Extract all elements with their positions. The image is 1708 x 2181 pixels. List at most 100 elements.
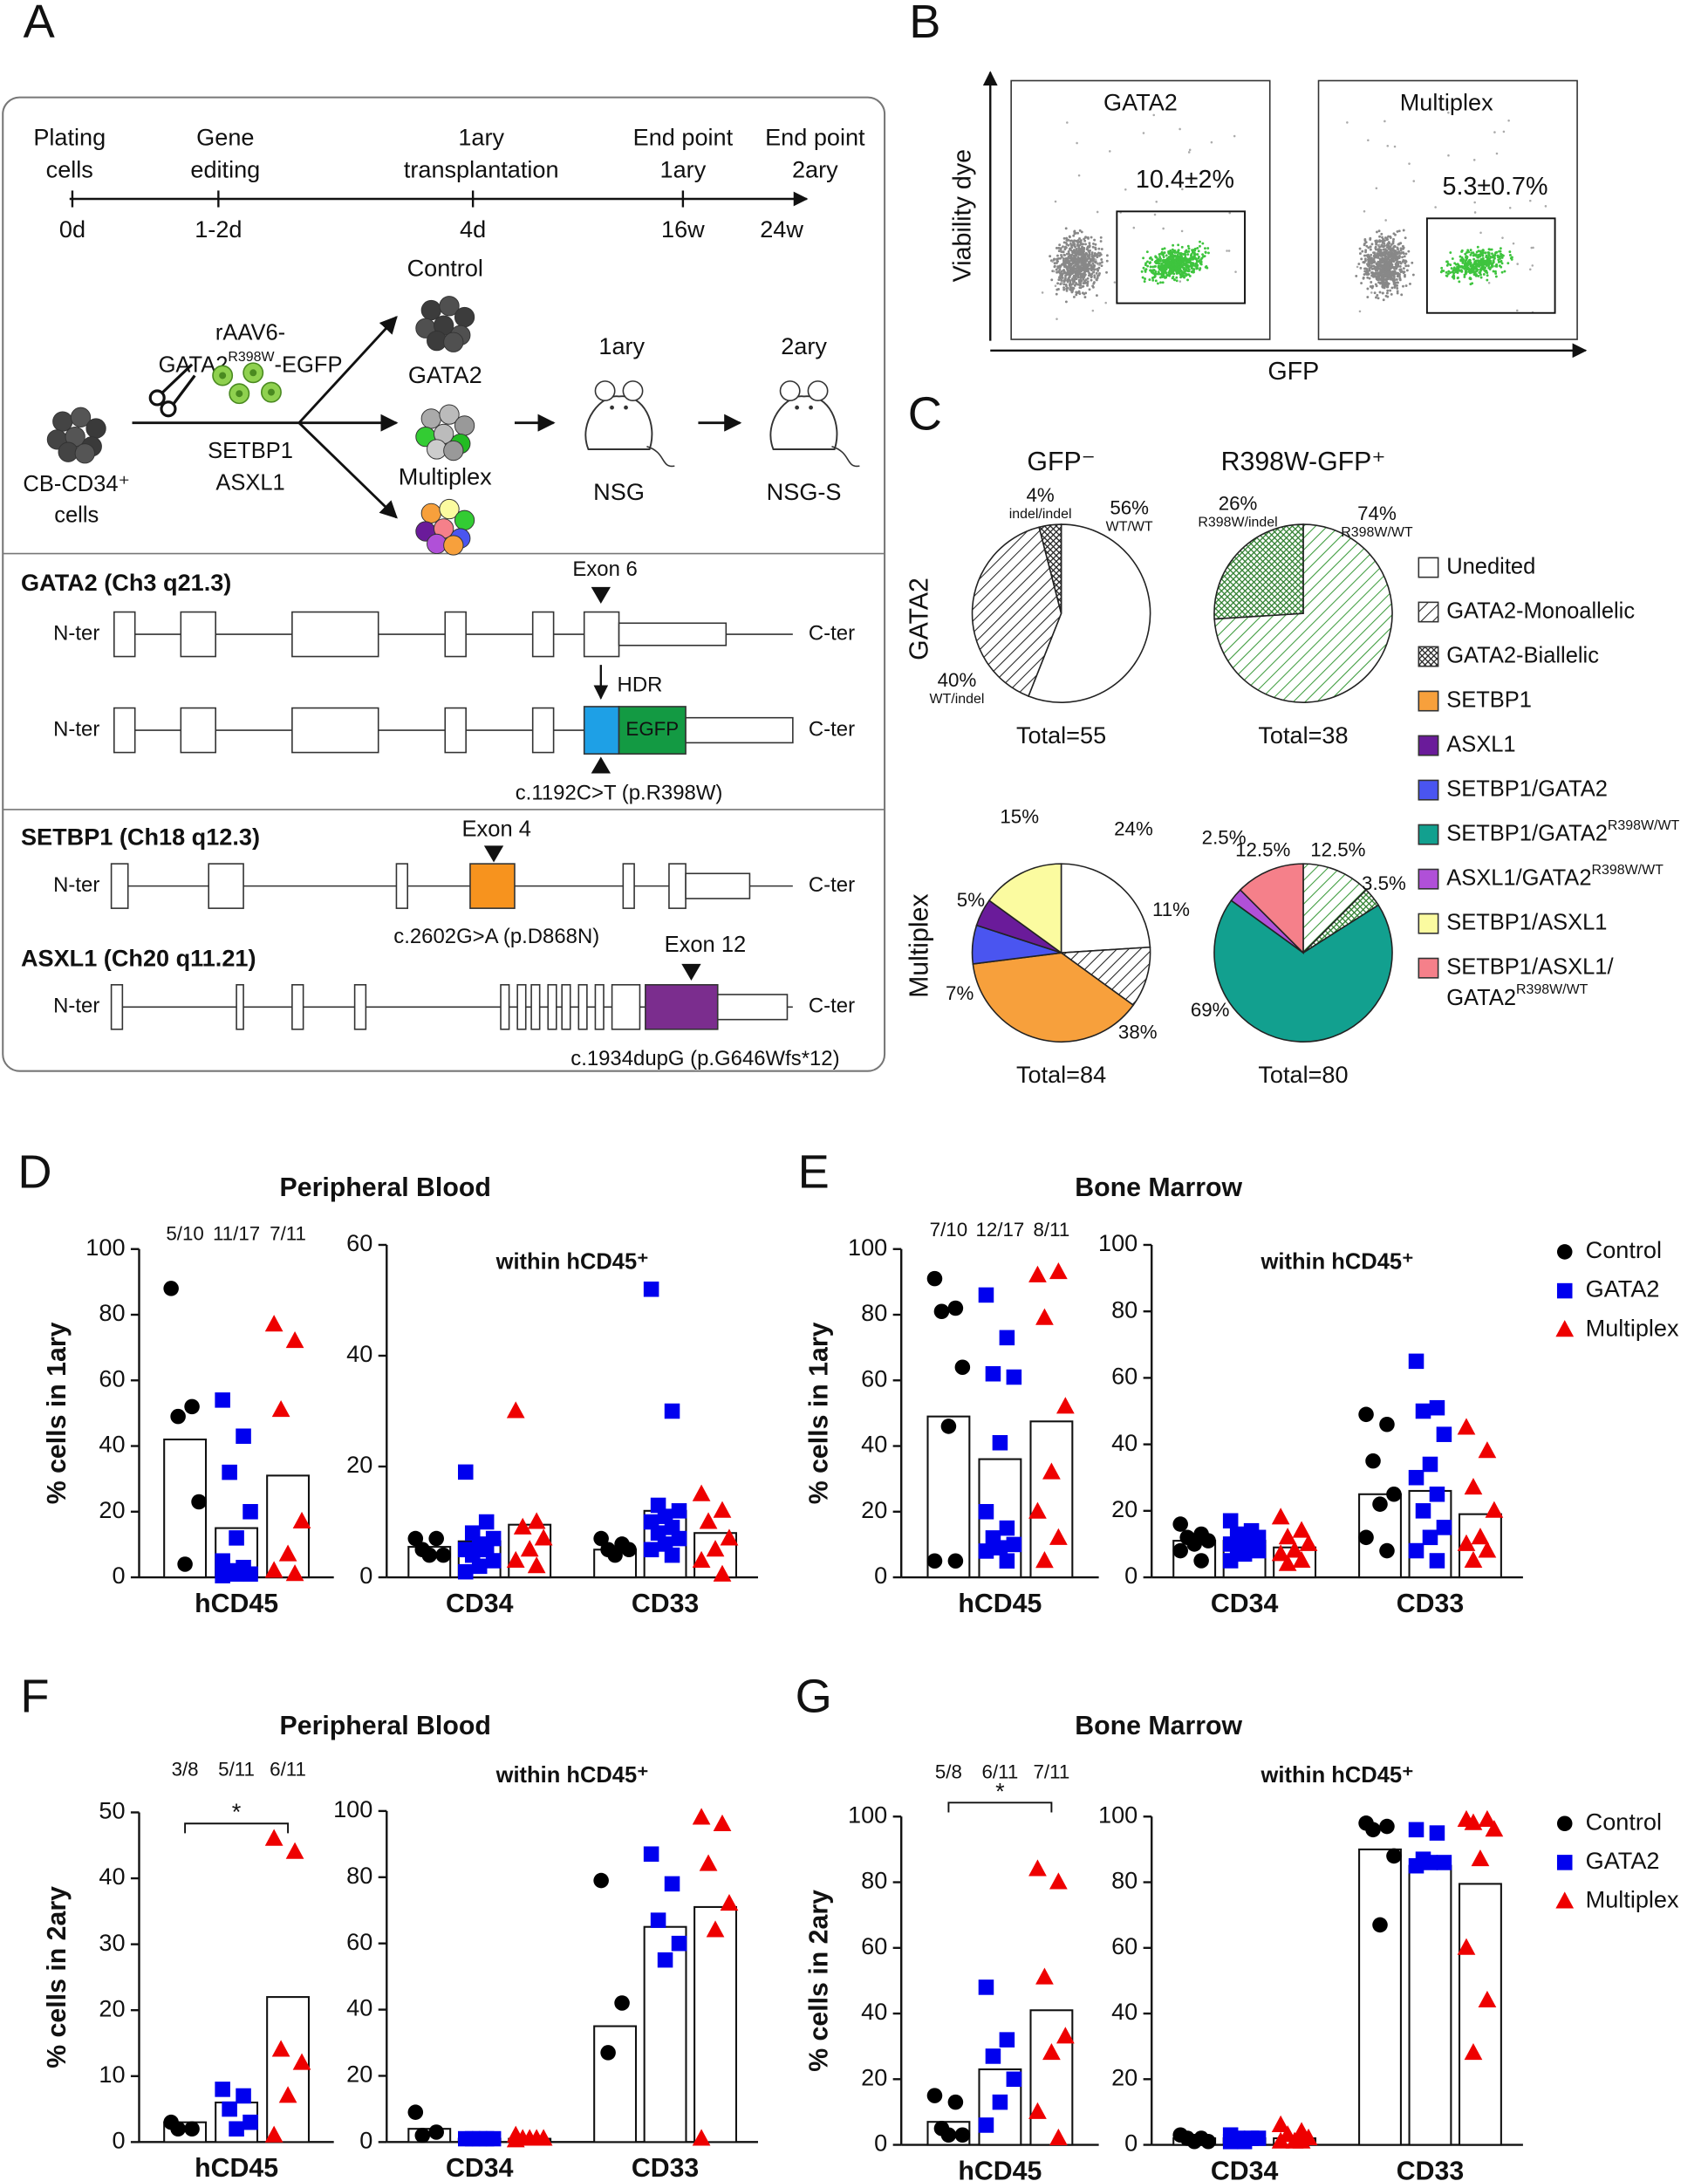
event-dot — [1069, 286, 1072, 290]
event-dot — [1382, 298, 1385, 302]
pie-value-label: 40% — [938, 669, 977, 691]
event-dot — [1375, 268, 1378, 271]
event-dot — [1463, 267, 1466, 270]
y-tick-label: 20 — [1111, 2063, 1138, 2090]
event-dot — [1177, 243, 1180, 247]
y-tick-label: 40 — [346, 1994, 372, 2021]
event-dot — [1146, 260, 1149, 263]
event-dot — [1175, 279, 1179, 283]
event-dot — [1404, 252, 1408, 256]
event-dot — [1100, 264, 1103, 268]
event-dot — [1363, 242, 1366, 245]
event-dot — [1075, 291, 1078, 294]
point — [1556, 1855, 1573, 1870]
event-dot — [1088, 288, 1091, 291]
event-dot — [1440, 266, 1444, 270]
event-dot — [1476, 259, 1479, 263]
event-dot — [1073, 264, 1076, 267]
event-dot — [1482, 273, 1486, 276]
arrow — [297, 421, 398, 519]
event-dot — [1201, 242, 1205, 245]
event-dot — [1140, 270, 1144, 273]
mouse-ear — [622, 380, 644, 401]
event-dot — [1379, 269, 1383, 271]
event-dot — [1148, 262, 1151, 265]
event-dot — [1084, 243, 1087, 246]
event-dot — [1472, 266, 1475, 270]
event-dot — [1062, 261, 1065, 264]
cell — [454, 306, 475, 328]
event-dot — [1078, 263, 1082, 266]
y-tick-label: 60 — [99, 1364, 125, 1391]
label: N-ter — [53, 873, 99, 897]
exon — [685, 872, 751, 899]
event-dot — [1172, 272, 1176, 276]
event-dot — [1082, 277, 1085, 281]
event-dot — [1486, 274, 1489, 277]
event-dot — [1486, 278, 1489, 282]
event-dot — [1359, 252, 1362, 256]
point — [978, 1504, 994, 1520]
event-dot — [1156, 282, 1159, 285]
point — [407, 2104, 424, 2120]
y-tick-label: 40 — [1111, 1998, 1138, 2025]
event-dot — [1390, 292, 1393, 296]
event-dot — [1376, 254, 1378, 257]
event-dot — [1082, 243, 1085, 246]
event-dot — [1190, 254, 1192, 257]
point — [421, 1547, 438, 1563]
event-dot — [1360, 257, 1363, 261]
event-dot — [1062, 236, 1066, 240]
event-dot — [1468, 263, 1472, 266]
point — [999, 1330, 1015, 1346]
event-dot — [1074, 231, 1077, 235]
event-dot — [1468, 271, 1472, 275]
y-tick-label: 0 — [874, 1562, 887, 1589]
event-dot — [1060, 278, 1063, 282]
event-dot — [1070, 246, 1074, 250]
event-dot — [1171, 248, 1174, 251]
event-dot — [1069, 243, 1072, 245]
scissors — [148, 389, 166, 407]
legend-label: SETBP1/ASXL1/ — [1446, 954, 1614, 979]
event-dot — [1196, 253, 1199, 256]
mouse-ear — [594, 380, 616, 401]
event-dot — [1476, 268, 1479, 271]
point — [236, 1428, 251, 1445]
event-dot — [1373, 260, 1377, 263]
point — [657, 1952, 673, 1968]
exon — [444, 707, 467, 754]
point — [671, 1935, 687, 1952]
event-dot — [1192, 270, 1195, 274]
event-dot — [1091, 309, 1095, 312]
event-dot — [1364, 249, 1368, 252]
event-dot — [1132, 226, 1136, 229]
pie-sublabel: R398W/WT — [1341, 525, 1413, 540]
event-dot — [1478, 271, 1481, 274]
vector-label: GATA2R398W-EGFP — [159, 350, 343, 377]
exon — [113, 611, 136, 658]
pie-value-label: 56% — [1110, 496, 1149, 518]
event-dot — [1086, 280, 1090, 284]
point — [1485, 1820, 1504, 1837]
point — [940, 1419, 957, 1434]
event-dot — [1384, 272, 1388, 276]
event-dot — [1083, 296, 1087, 299]
legend-label: ASXL1/GATA2R398W/WT — [1446, 863, 1664, 890]
event-dot — [1459, 264, 1461, 268]
event-dot — [1172, 278, 1176, 281]
event-dot — [1370, 262, 1373, 265]
event-dot — [1070, 239, 1073, 243]
point — [264, 1829, 284, 1846]
event-dot — [1071, 277, 1074, 280]
event-dot — [1062, 283, 1066, 286]
event-dot — [1446, 263, 1450, 265]
bar — [1408, 1864, 1452, 2146]
legend-swatch — [1418, 735, 1439, 756]
event-dot — [1058, 243, 1062, 247]
event-dot — [1477, 274, 1480, 277]
event-dot — [1191, 249, 1194, 252]
pie-sublabel: WT/indel — [930, 692, 985, 707]
panel-letter: A — [24, 0, 56, 48]
event-dot — [1508, 250, 1512, 254]
